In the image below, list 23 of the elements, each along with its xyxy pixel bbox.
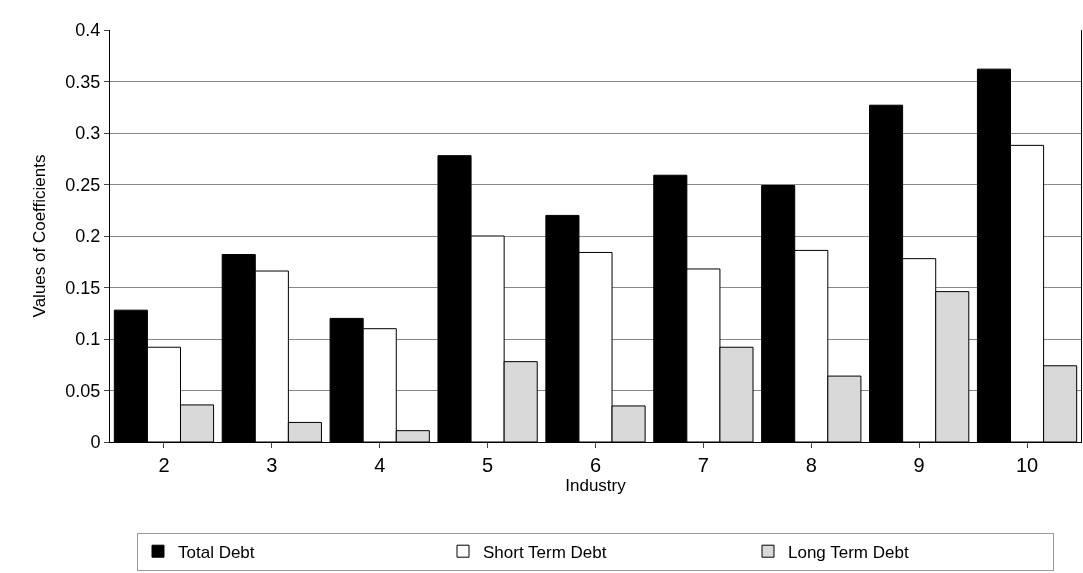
y-tick-label: 0 <box>90 432 101 453</box>
y-tick-label: 0.1 <box>75 329 101 350</box>
x-tick-label: 8 <box>805 454 817 476</box>
y-tick-label: 0.3 <box>75 123 101 144</box>
y-tick-label: 0.35 <box>65 71 101 92</box>
legend-label: Long Term Debt <box>788 542 909 562</box>
x-tick-label: 2 <box>158 454 170 476</box>
y-tick-label: 0.15 <box>65 277 101 298</box>
y-tick-label: 0.2 <box>75 226 101 247</box>
y-tick-label: 0.05 <box>65 380 101 401</box>
x-axis-title: Industry <box>565 476 627 495</box>
legend-label: Short Term Debt <box>483 542 607 562</box>
y-tick-label: 0.4 <box>75 20 101 41</box>
x-tick-label: 6 <box>589 454 602 476</box>
x-tick-label: 3 <box>266 454 278 476</box>
x-tick-label: 9 <box>913 454 925 476</box>
x-tick-label: 10 <box>1015 454 1039 476</box>
x-tick-label: 7 <box>697 454 709 476</box>
legend-label: Total Debt <box>178 542 255 562</box>
x-tick-label: 5 <box>482 454 494 476</box>
y-axis-title: Values of Coefficients <box>29 154 49 318</box>
x-tick-label: 4 <box>374 454 386 476</box>
y-tick-label: 0.25 <box>65 174 101 195</box>
